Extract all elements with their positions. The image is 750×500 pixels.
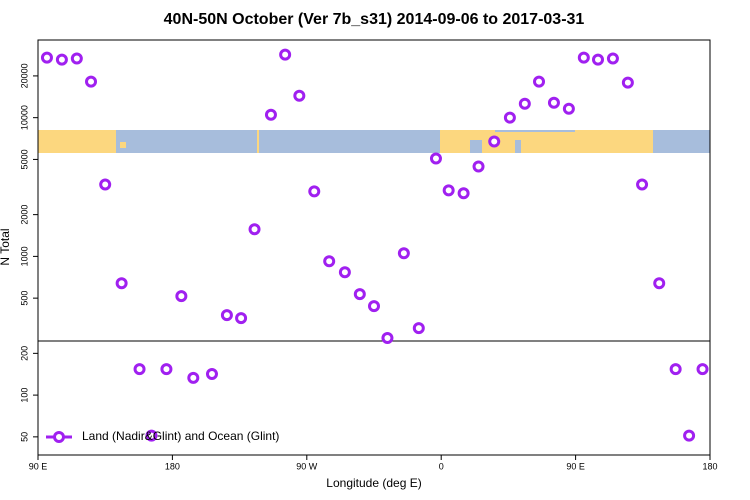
data-point <box>592 53 604 66</box>
y-tick-label: 20000 <box>19 63 29 88</box>
data-point <box>472 160 485 173</box>
data-point <box>279 48 292 61</box>
data-point <box>99 178 112 191</box>
data-point <box>442 184 455 197</box>
y-tick-label: 50 <box>19 432 29 442</box>
data-point <box>145 429 158 442</box>
x-tick-label: 180 <box>165 461 180 471</box>
data-point <box>457 187 470 200</box>
plot-frame <box>37 39 711 456</box>
legend-text: Land (Nadir&Glint) and Ocean (Glint) <box>82 429 279 443</box>
data-point <box>696 363 709 376</box>
x-tick-label: 90 E <box>29 461 48 471</box>
data-point <box>518 97 531 110</box>
x-tick-label: 90 E <box>566 461 585 471</box>
data-point <box>115 277 128 290</box>
data-point <box>264 108 277 121</box>
data-point <box>533 75 546 88</box>
data-point <box>235 312 248 325</box>
data-point <box>577 51 590 64</box>
data-point <box>412 322 425 335</box>
data-point <box>220 309 233 322</box>
y-tick-label: 500 <box>19 291 29 306</box>
data-point <box>606 52 619 65</box>
y-tick-label: 2000 <box>19 205 29 225</box>
data-point <box>683 429 696 442</box>
x-axis-label: Longitude (deg E) <box>326 476 421 490</box>
data-point <box>323 255 336 268</box>
data-point <box>293 89 306 102</box>
map-band <box>38 130 710 153</box>
y-tick-label: 10000 <box>19 105 29 130</box>
y-tick-label: 100 <box>19 388 29 403</box>
y-axis-label: N Total <box>0 228 12 265</box>
data-point <box>248 223 261 236</box>
data-point <box>205 367 218 380</box>
data-point <box>636 178 649 191</box>
x-tick-label: 0 <box>439 461 444 471</box>
y-tick-label: 5000 <box>19 149 29 169</box>
data-point <box>175 290 188 303</box>
data-point <box>562 102 575 115</box>
x-tick-label: 90 W <box>296 461 318 471</box>
data-point <box>429 152 442 165</box>
data-point <box>381 332 394 345</box>
data-point <box>308 185 321 198</box>
data-point <box>669 363 682 376</box>
y-tick-label: 1000 <box>19 246 29 266</box>
chart-title: 40N-50N October (Ver 7b_s31) 2014-09-06 … <box>164 11 585 28</box>
data-point <box>55 53 68 66</box>
data-point <box>397 247 410 260</box>
legend-marker <box>53 431 65 443</box>
data-point <box>547 96 560 109</box>
data-point <box>85 75 98 88</box>
x-tick-label: 180 <box>702 461 717 471</box>
data-point <box>503 111 516 124</box>
data-point <box>160 363 173 376</box>
data-point <box>133 363 146 376</box>
data-point <box>653 277 666 290</box>
y-tick-label: 200 <box>19 346 29 361</box>
data-point <box>70 52 83 65</box>
data-point <box>338 266 351 279</box>
data-point <box>368 300 380 313</box>
data-point <box>621 76 634 89</box>
data-point <box>353 288 366 301</box>
data-point <box>488 135 501 148</box>
data-point <box>40 51 53 64</box>
data-point <box>187 371 200 384</box>
